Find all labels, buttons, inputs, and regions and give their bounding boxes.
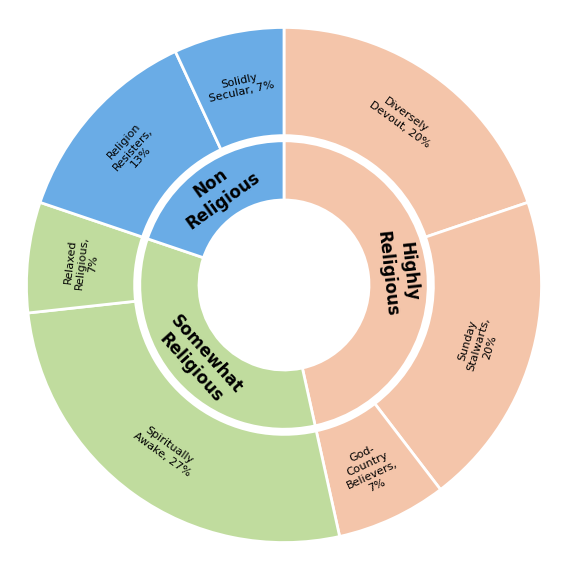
Wedge shape [27,202,143,313]
Text: Diversely
Devout, 20%: Diversely Devout, 20% [367,90,438,149]
Wedge shape [316,404,441,536]
Text: Highly
Religious: Highly Religious [374,227,422,317]
Wedge shape [375,202,541,490]
Text: Religion
Resisters,
13%: Religion Resisters, 13% [102,118,163,180]
Text: God-
Country
Believers,
7%: God- Country Believers, 7% [336,438,404,502]
Wedge shape [40,51,221,237]
Text: Non
Religious: Non Religious [171,151,264,233]
Wedge shape [284,27,528,237]
Text: Sunday
Stalwarts,
20%: Sunday Stalwarts, 20% [454,313,503,376]
Text: Spiritually
Awake, 27%: Spiritually Awake, 27% [132,422,199,479]
Wedge shape [284,141,428,426]
Wedge shape [140,239,315,429]
Wedge shape [28,301,340,543]
Text: Solidly
Secular, 7%: Solidly Secular, 7% [205,68,275,104]
Wedge shape [176,27,284,149]
Text: Somewhat
Religious: Somewhat Religious [151,312,246,411]
Wedge shape [147,141,284,258]
Text: Relaxed
Religious,
7%: Relaxed Religious, 7% [62,234,101,291]
